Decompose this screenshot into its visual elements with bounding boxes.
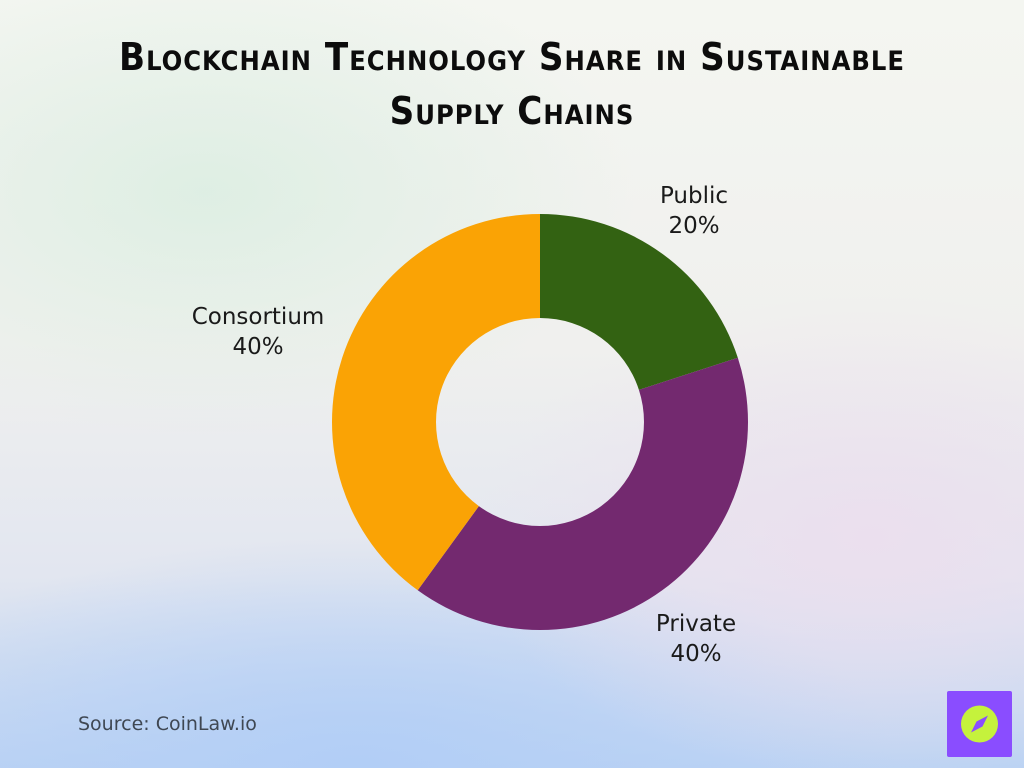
slice-value-consortium: 40%	[232, 334, 283, 360]
slices-group	[332, 214, 748, 631]
labels-group: Public 20% Private 40% Consortium 40%	[192, 183, 736, 667]
slice-label-private: Private	[656, 611, 736, 637]
slice-public	[540, 214, 738, 390]
chart-title: Blockchain Technology Share in Sustainab…	[119, 35, 905, 133]
slice-value-private: 40%	[670, 641, 721, 667]
brand-logo	[947, 691, 1012, 757]
slice-consortium	[332, 214, 540, 591]
slice-label-consortium: Consortium	[192, 304, 325, 330]
slice-value-public: 20%	[668, 213, 719, 239]
slice-label-public: Public	[660, 183, 728, 209]
source-text: Source: CoinLaw.io	[78, 713, 257, 735]
compass-icon	[961, 705, 998, 743]
slice-private	[417, 357, 748, 631]
